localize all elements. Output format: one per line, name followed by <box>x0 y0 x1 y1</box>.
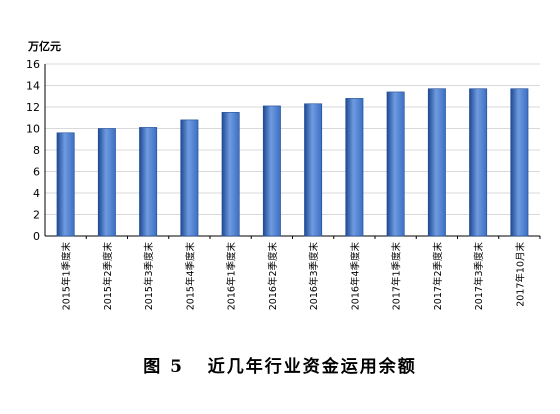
y-tick-label: 12 <box>26 101 40 114</box>
caption-number: 图 5 <box>143 357 184 377</box>
bar <box>262 105 281 237</box>
x-tick-label: 2015年4季度末 <box>184 242 196 311</box>
y-tick-label: 4 <box>33 187 40 200</box>
x-tick-label: 2017年3季度末 <box>473 242 485 311</box>
x-tick-label: 2017年2季度末 <box>432 242 444 311</box>
bar <box>56 132 75 237</box>
x-tick-label: 2015年1季度末 <box>61 242 73 311</box>
y-tick-label: 0 <box>33 230 40 243</box>
bar <box>180 119 199 237</box>
bar <box>469 88 488 237</box>
y-tick-label: 8 <box>33 144 40 157</box>
x-tick-label: 2015年3季度末 <box>143 242 155 311</box>
figure-caption: 图 5 近几年行业资金运用余额 <box>0 352 560 377</box>
y-tick-label: 6 <box>33 166 40 179</box>
x-tick-label: 2016年3季度末 <box>308 242 320 311</box>
x-tick-label: 2016年4季度末 <box>349 242 361 311</box>
bar <box>386 91 405 237</box>
bar <box>221 112 240 237</box>
caption-title: 近几年行业资金运用余额 <box>207 357 417 377</box>
bar <box>510 88 529 237</box>
bar <box>304 103 323 237</box>
x-tick-label: 2015年2季度末 <box>102 242 114 311</box>
x-tick-label: 2017年10月末 <box>514 242 526 307</box>
y-tick-label: 2 <box>33 209 40 222</box>
y-tick-label: 16 <box>26 58 40 71</box>
bar <box>97 128 116 237</box>
bar <box>427 88 446 237</box>
bar <box>345 98 364 237</box>
y-tick-label: 14 <box>26 80 40 93</box>
y-tick-label: 10 <box>26 123 40 136</box>
y-axis-unit-label: 万亿元 <box>28 40 61 53</box>
x-tick-label: 2016年1季度末 <box>226 242 238 311</box>
x-tick-label: 2016年2季度末 <box>267 242 279 311</box>
x-tick-label: 2017年1季度末 <box>391 242 403 311</box>
bar <box>139 127 158 237</box>
